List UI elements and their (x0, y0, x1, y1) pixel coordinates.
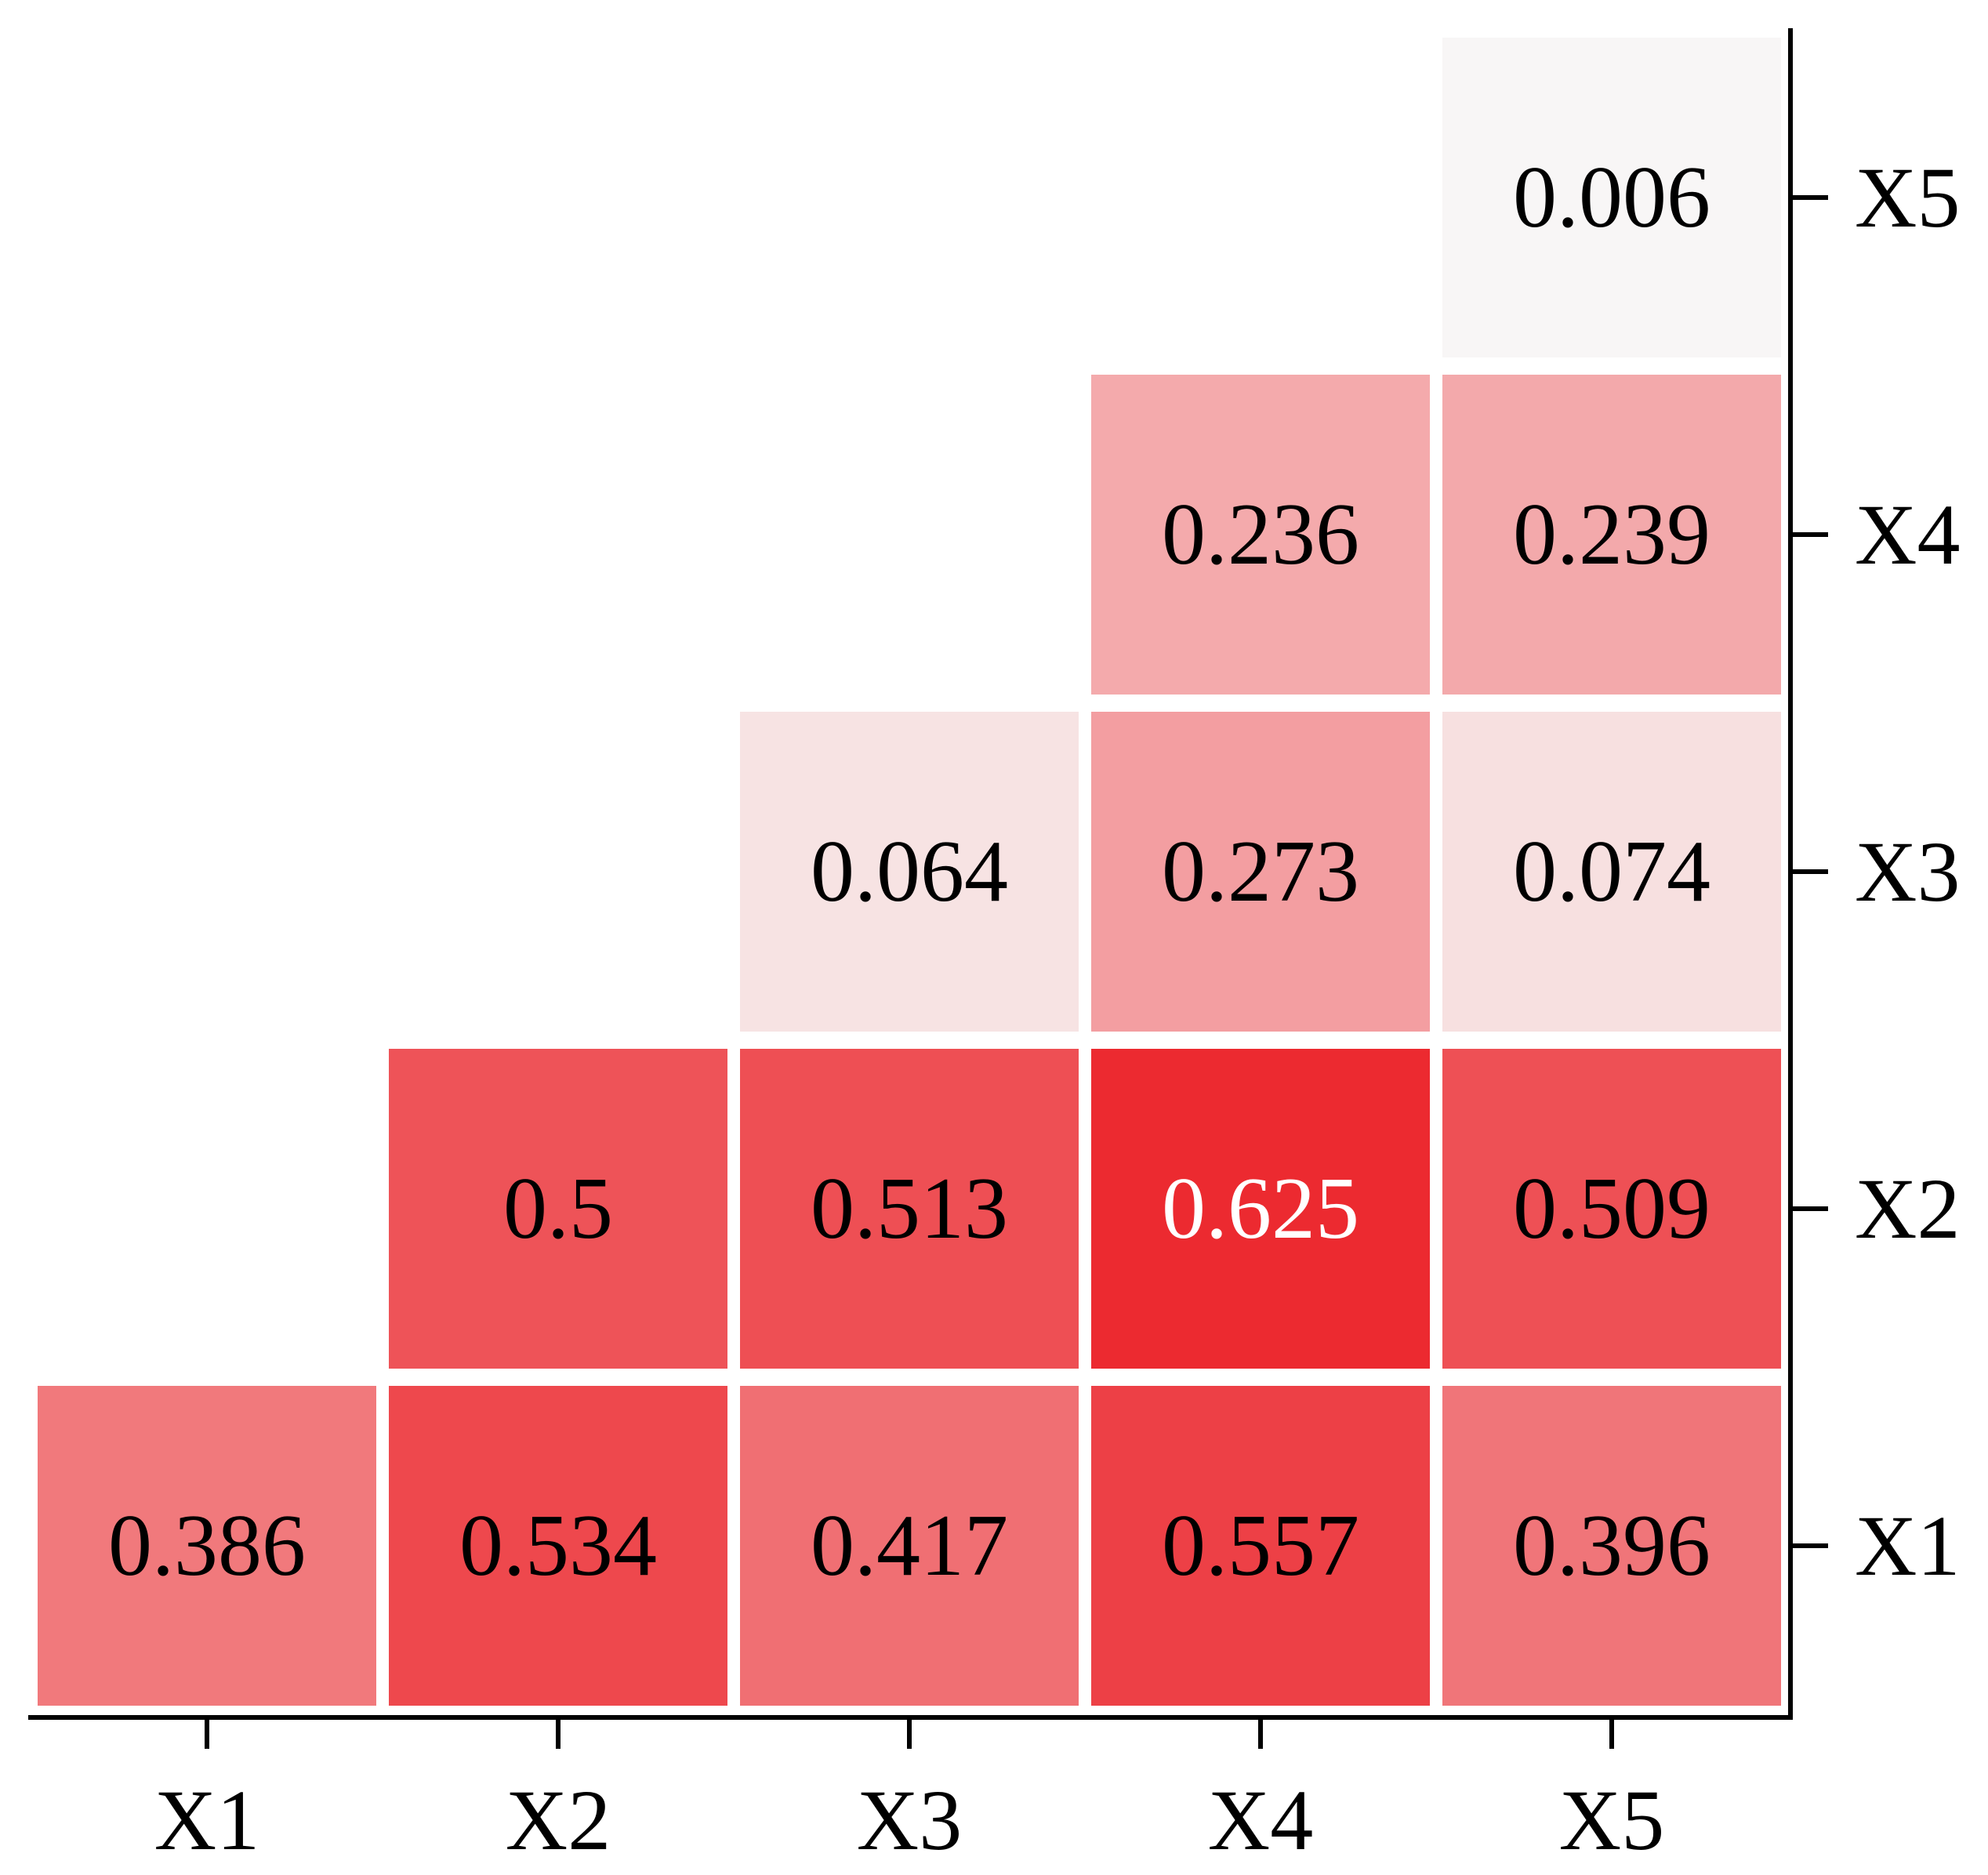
cell-label: 0.417 (811, 1497, 1008, 1594)
x-tick-label: X2 (506, 1772, 611, 1868)
cell-label: 0.534 (459, 1497, 657, 1594)
heatmap-cell (389, 1386, 727, 1706)
heatmap-cell (740, 1386, 1079, 1706)
cell-label: 0.513 (811, 1160, 1008, 1257)
heatmap-cell (1091, 375, 1430, 695)
y-tick-label: X5 (1855, 150, 1960, 245)
heatmap-cell (1442, 375, 1781, 695)
heatmap-cell (1442, 712, 1781, 1032)
heatmap-cell (1091, 1049, 1430, 1369)
cell-label: 0.5 (503, 1160, 613, 1257)
x-tick-label: X1 (154, 1772, 259, 1868)
cell-label: 0.236 (1162, 486, 1359, 583)
cell-label: 0.239 (1513, 486, 1710, 583)
x-tick-label: X5 (1559, 1772, 1664, 1868)
y-tick-label: X1 (1855, 1498, 1960, 1594)
heatmap-cell (389, 1049, 727, 1369)
y-tick-label: X2 (1855, 1161, 1960, 1257)
y-tick-label: X3 (1855, 824, 1960, 919)
heatmap-cell (740, 712, 1079, 1032)
cell-label: 0.074 (1513, 823, 1710, 920)
cell-label: 0.386 (108, 1497, 306, 1594)
cell-label: 0.509 (1513, 1160, 1710, 1257)
heatmap-cell (1442, 1049, 1781, 1369)
heatmap-cell (1091, 1386, 1430, 1706)
heatmap-cell (1091, 712, 1430, 1032)
cell-label: 0.006 (1513, 149, 1710, 246)
cell-label: 0.273 (1162, 823, 1359, 920)
cell-label: 0.064 (811, 823, 1008, 920)
cell-label: 0.557 (1162, 1497, 1359, 1594)
y-tick-label: X4 (1855, 487, 1960, 582)
cell-label: 0.396 (1513, 1497, 1710, 1594)
cell-label: 0.625 (1162, 1160, 1359, 1257)
x-tick-label: X3 (857, 1772, 962, 1868)
heatmap-cell (1442, 38, 1781, 357)
x-tick-label: X4 (1208, 1772, 1313, 1868)
heatmap-cell (740, 1049, 1079, 1369)
heatmap-cell (1442, 1386, 1781, 1706)
heatmap-cell (38, 1386, 376, 1706)
